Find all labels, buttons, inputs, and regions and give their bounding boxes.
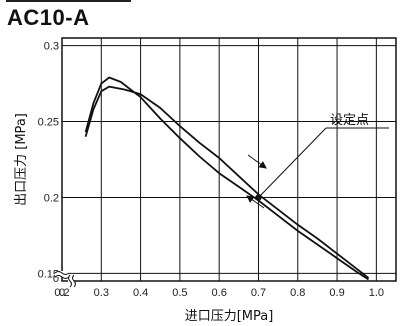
y-tick-label: 0.3 <box>44 41 59 53</box>
x-tick-label: 0 <box>59 287 65 299</box>
arrow-decreasing-icon <box>247 154 267 169</box>
plot-frame <box>61 37 397 282</box>
x-tick-label: 0.6 <box>212 287 227 299</box>
set-point-label: 设定点 <box>330 113 369 128</box>
y-break-mark <box>54 271 70 275</box>
x-tick-label: 0.7 <box>251 287 266 299</box>
y-break-gap <box>55 271 69 277</box>
chart-title: AC10-A <box>7 5 90 30</box>
x-tick-label: 0.3 <box>94 287 109 299</box>
x-tick-label: 0.8 <box>290 287 305 299</box>
x-tick-labels: 00.2 0.3 0.4 0.5 0.6 0.7 0.8 0.9 1.0 <box>54 287 384 299</box>
axis-break-marks <box>54 271 76 288</box>
grid-layer <box>61 38 396 281</box>
title-rule <box>6 0 131 2</box>
x-break-gap <box>68 275 74 287</box>
x-tick-label: 0.9 <box>329 287 344 299</box>
annotation-leader-line <box>258 127 327 198</box>
y-tick-label: 0.2 <box>44 192 59 204</box>
set-point-marker <box>255 194 262 201</box>
series-layer <box>84 76 370 281</box>
arrow-increasing-icon <box>246 195 265 209</box>
x-tick-label: 0.2 <box>54 287 69 299</box>
y-axis-label: 出口压力 [MPa] <box>14 113 29 206</box>
annotation-layer: 设定点 <box>246 113 389 209</box>
x-break-mark <box>72 274 76 288</box>
y-tick-label: 0.25 <box>38 117 59 129</box>
series-line-1 <box>84 76 369 281</box>
x-axis-label: 进口压力[MPa] <box>185 309 274 324</box>
series-line-2 <box>84 85 370 279</box>
y-tick-label: 0.15 <box>38 268 59 280</box>
x-tick-label: 0.5 <box>172 287 187 299</box>
y-break-mark <box>54 275 70 279</box>
x-tick-label: 0.4 <box>133 287 148 299</box>
x-break-mark <box>68 274 72 288</box>
y-tick-label: 0 <box>53 273 59 285</box>
y-tick-labels: 00.15 0.2 0.25 0.3 <box>38 41 59 285</box>
x-tick-label: 1.0 <box>369 287 384 299</box>
